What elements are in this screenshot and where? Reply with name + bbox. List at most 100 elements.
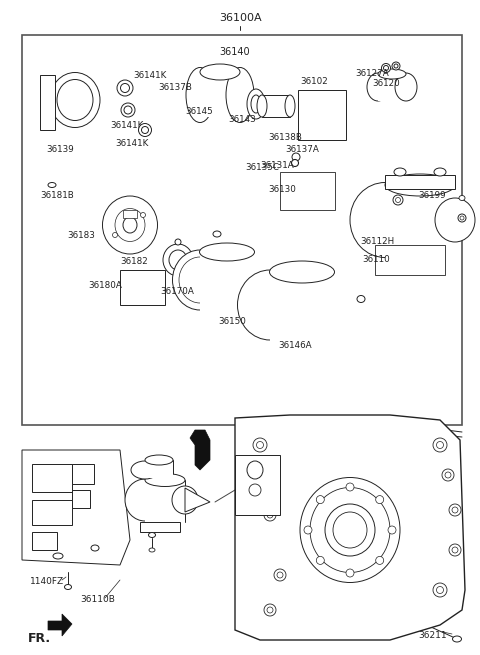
Ellipse shape bbox=[172, 486, 198, 514]
Bar bbox=[385, 185, 455, 260]
Ellipse shape bbox=[395, 73, 417, 101]
Ellipse shape bbox=[145, 455, 173, 465]
Ellipse shape bbox=[452, 547, 458, 553]
Text: 36146A: 36146A bbox=[278, 341, 312, 350]
Bar bbox=[32, 500, 72, 525]
Ellipse shape bbox=[50, 73, 100, 128]
Text: 36135C: 36135C bbox=[245, 164, 279, 172]
Ellipse shape bbox=[452, 507, 458, 513]
Text: 36150: 36150 bbox=[218, 318, 246, 326]
Bar bbox=[140, 522, 180, 532]
Ellipse shape bbox=[445, 472, 451, 478]
Text: 36170A: 36170A bbox=[160, 288, 194, 297]
Ellipse shape bbox=[433, 583, 447, 597]
Bar bbox=[385, 175, 455, 189]
Ellipse shape bbox=[131, 461, 159, 479]
Ellipse shape bbox=[325, 504, 375, 556]
Ellipse shape bbox=[300, 477, 400, 582]
Bar bbox=[145, 480, 185, 522]
Ellipse shape bbox=[396, 198, 400, 202]
Ellipse shape bbox=[141, 212, 145, 217]
Text: 1140FZ: 1140FZ bbox=[30, 578, 64, 586]
Polygon shape bbox=[22, 450, 130, 565]
Ellipse shape bbox=[117, 80, 133, 96]
Polygon shape bbox=[48, 614, 72, 636]
Polygon shape bbox=[40, 75, 55, 130]
Ellipse shape bbox=[436, 586, 444, 593]
Ellipse shape bbox=[103, 196, 157, 254]
Bar bbox=[72, 464, 94, 484]
Ellipse shape bbox=[254, 474, 266, 486]
Ellipse shape bbox=[357, 295, 365, 303]
Ellipse shape bbox=[91, 545, 99, 551]
Bar bbox=[145, 460, 173, 478]
Ellipse shape bbox=[213, 231, 221, 237]
Text: 36102: 36102 bbox=[300, 77, 328, 86]
Bar bbox=[200, 252, 255, 312]
Ellipse shape bbox=[264, 604, 276, 616]
Ellipse shape bbox=[163, 244, 193, 276]
Ellipse shape bbox=[310, 487, 390, 572]
Bar bbox=[32, 464, 72, 492]
Ellipse shape bbox=[251, 95, 261, 113]
Ellipse shape bbox=[384, 66, 388, 71]
Bar bbox=[72, 490, 90, 508]
Ellipse shape bbox=[316, 556, 324, 565]
Ellipse shape bbox=[394, 64, 398, 68]
Ellipse shape bbox=[304, 526, 312, 534]
Ellipse shape bbox=[292, 153, 300, 161]
Text: 36143: 36143 bbox=[228, 115, 256, 124]
Ellipse shape bbox=[385, 174, 455, 196]
Ellipse shape bbox=[139, 124, 152, 136]
Bar bbox=[32, 532, 57, 550]
Bar bbox=[270, 272, 335, 342]
Text: 36182: 36182 bbox=[120, 257, 148, 267]
Ellipse shape bbox=[257, 95, 267, 117]
Ellipse shape bbox=[247, 461, 263, 479]
Ellipse shape bbox=[200, 64, 240, 80]
Ellipse shape bbox=[453, 636, 461, 642]
Ellipse shape bbox=[257, 477, 263, 483]
Ellipse shape bbox=[392, 62, 400, 70]
Text: 36199: 36199 bbox=[418, 191, 445, 200]
Polygon shape bbox=[185, 488, 210, 512]
Bar bbox=[123, 210, 137, 218]
Text: 36141K: 36141K bbox=[110, 121, 144, 130]
Ellipse shape bbox=[142, 126, 148, 134]
Ellipse shape bbox=[367, 73, 389, 101]
Ellipse shape bbox=[376, 556, 384, 565]
Polygon shape bbox=[235, 415, 465, 640]
Text: 36138B: 36138B bbox=[268, 132, 302, 141]
Ellipse shape bbox=[186, 67, 214, 122]
Ellipse shape bbox=[291, 160, 299, 166]
Text: 36183: 36183 bbox=[67, 231, 95, 240]
Text: 36100A: 36100A bbox=[219, 13, 261, 23]
Ellipse shape bbox=[145, 474, 185, 487]
Text: 36211: 36211 bbox=[418, 631, 446, 639]
Text: 36139: 36139 bbox=[46, 145, 74, 155]
Text: 36180A: 36180A bbox=[88, 280, 122, 290]
Text: 36181B: 36181B bbox=[40, 191, 74, 200]
Ellipse shape bbox=[256, 441, 264, 449]
Ellipse shape bbox=[238, 270, 302, 340]
Text: FR.: FR. bbox=[28, 631, 51, 645]
Bar bbox=[262, 95, 290, 117]
Ellipse shape bbox=[267, 512, 273, 518]
Ellipse shape bbox=[124, 106, 132, 114]
Text: 36137B: 36137B bbox=[158, 83, 192, 92]
Ellipse shape bbox=[433, 438, 447, 452]
Text: 36140: 36140 bbox=[220, 47, 250, 57]
Ellipse shape bbox=[274, 569, 286, 581]
Ellipse shape bbox=[316, 496, 324, 504]
Ellipse shape bbox=[149, 548, 155, 552]
Ellipse shape bbox=[285, 95, 295, 117]
Ellipse shape bbox=[393, 195, 403, 205]
Ellipse shape bbox=[120, 83, 130, 92]
Bar bbox=[120, 270, 165, 305]
Text: 36141K: 36141K bbox=[115, 138, 148, 147]
Text: 36112H: 36112H bbox=[360, 238, 394, 246]
Bar bbox=[375, 245, 445, 275]
Text: 36131A: 36131A bbox=[260, 160, 294, 170]
Ellipse shape bbox=[376, 496, 384, 504]
Ellipse shape bbox=[172, 250, 228, 310]
